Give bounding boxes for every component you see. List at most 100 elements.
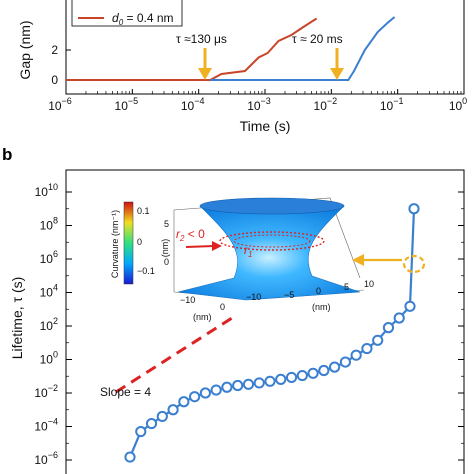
panel-b-ytick-label: 102 <box>40 316 58 333</box>
legend-label-rest: = 0.4 nm <box>123 11 173 25</box>
colorbar-label: Curvature (nm⁻¹) <box>110 210 120 278</box>
inset-x-label: (nm) <box>193 312 212 322</box>
annotation-130us-text: τ ≈130 μs <box>176 32 227 46</box>
panel-b-data-point <box>372 334 384 346</box>
panel-a-xtick-base: 10 <box>449 99 463 113</box>
inset-x-tick-0: 0 <box>220 302 225 312</box>
panel-a-ylabel: Gap (nm) <box>17 20 33 79</box>
inset-x-tick-m10: −10 <box>180 295 195 305</box>
panel-b-data-point <box>232 379 244 392</box>
panel-b-data-point <box>285 371 298 384</box>
panel-a-series-line-1 <box>210 16 396 81</box>
panel-b-ytick-exp: −2 <box>48 383 58 393</box>
panel-b-ytick-exp: 10 <box>48 182 58 192</box>
panel-a-xtick-exp: −1 <box>393 96 403 106</box>
panel-b: b Lifetime, τ (s) 10−610−410−21001021041… <box>2 145 465 474</box>
panel-b-data-point <box>296 369 308 382</box>
inset-surface <box>177 205 361 301</box>
panel-a-xtick-label: 10−6 <box>48 96 72 113</box>
panel-b-ylabel: Lifetime, τ (s) <box>9 277 25 360</box>
panel-a-xtick-exp: −5 <box>128 96 138 106</box>
panel-a-xtick-base: 10 <box>380 99 394 113</box>
inset-top-rim <box>199 197 345 215</box>
panel-b-data-point <box>178 396 190 408</box>
panel-b-ytick-base: 10 <box>40 353 54 367</box>
panel-b-ytick-base: 10 <box>34 453 48 467</box>
panel-a-xtick-exp: −4 <box>194 96 204 106</box>
panel-b-axes-frame <box>65 169 465 474</box>
annotation-r1: r1 <box>244 243 252 259</box>
panel-b-data-point <box>242 378 255 390</box>
panel-b-ytick-label: 10−6 <box>34 450 58 467</box>
panel-b-ytick-exp: 0 <box>53 350 58 360</box>
panel-b-ytick-base: 10 <box>40 252 54 266</box>
panel-a: Gap (nm) Time (s) d0 = 0.4 nm 10−6 10−5 10… <box>17 0 467 134</box>
r2-arrowhead <box>212 241 222 251</box>
panel-b-data-point <box>135 425 147 438</box>
panel-b-series <box>124 203 420 463</box>
panel-b-ytick-exp: 4 <box>53 283 58 293</box>
panel-a-xtick-base: 10 <box>314 99 328 113</box>
panel-b-ytick-label: 108 <box>40 216 58 233</box>
panel-a-xtick-base: 10 <box>48 99 62 113</box>
legend-label: d0 = 0.4 nm <box>112 11 174 27</box>
legend-label-main: d <box>112 11 119 25</box>
panel-b-ytick-label: 10−4 <box>34 417 58 434</box>
panel-a-xtick-label: 10−1 <box>380 96 404 113</box>
panel-b-ytick-base: 10 <box>35 185 49 199</box>
inset-y-tick-m10: −10 <box>246 292 261 302</box>
panel-b-ytick-exp: −6 <box>48 450 58 460</box>
panel-b-ytick-base: 10 <box>34 386 48 400</box>
panel-a-legend: d0 = 0.4 nm <box>71 0 183 27</box>
colorbar-tick-bot: −0.1 <box>137 266 155 276</box>
highlight-ellipse <box>402 254 426 274</box>
annotation-r2-rest: < 0 <box>184 227 205 241</box>
panel-b-data-point <box>361 342 373 355</box>
inset-z-tick-5: 5 <box>164 219 169 229</box>
panel-a-xtick-label: 10−5 <box>115 96 139 113</box>
annotation-130us: τ ≈130 μs <box>176 32 227 80</box>
inset-z-tick-0: 0 <box>164 257 169 267</box>
panel-b-ytick-base: 10 <box>34 420 48 434</box>
panel-b-data-point <box>318 364 330 377</box>
panel-a-xtick-label: 100 <box>449 96 467 113</box>
annotation-20ms-text: τ ≈ 20 ms <box>292 32 343 46</box>
panel-a-lines <box>66 16 396 81</box>
colorbar <box>123 201 134 285</box>
panel-b-data-point <box>156 410 168 423</box>
annotation-r2: r2 < 0 <box>176 227 205 243</box>
panel-b-data-point <box>393 312 405 324</box>
legend-box <box>71 0 183 27</box>
panel-b-ytick-label: 10−2 <box>34 383 58 400</box>
inset-3d-plot: 0.1 0 −0.1 Curvature (nm⁻¹) r2 < 0 r1 (n… <box>110 197 374 322</box>
slope-label: Slope = 4 <box>100 385 151 399</box>
panel-b-data-point <box>264 375 276 387</box>
panel-a-xtick-base: 10 <box>247 99 261 113</box>
inset-y-tick-0: 0 <box>316 286 321 296</box>
panel-b-data-point <box>350 349 362 361</box>
annotation-20ms-arrowhead <box>330 68 344 80</box>
panel-a-xtick-exp: 0 <box>462 96 467 106</box>
panel-a-xtick-label: 10−2 <box>314 96 338 113</box>
inset-y-tick-10: 10 <box>364 279 374 289</box>
colorbar-tick-mid: 0 <box>137 237 142 247</box>
panel-a-xtick-exp: −6 <box>62 96 72 106</box>
panel-b-ytick-exp: 2 <box>53 316 58 326</box>
colorbar-tick-top: 0.1 <box>137 206 150 216</box>
panel-b-ytick-label: 104 <box>40 283 58 300</box>
annotation-r2-main: r <box>176 227 181 241</box>
annotation-20ms: τ ≈ 20 ms <box>292 32 344 80</box>
panel-b-ytick-base: 10 <box>40 286 54 300</box>
inset-y-tick-m5: −5 <box>284 290 294 300</box>
panel-b-data-point <box>339 356 351 368</box>
annotation-r1-sub: 1 <box>248 250 252 259</box>
inset-neck-circle <box>219 231 325 251</box>
panel-a-xtick-base: 10 <box>181 99 195 113</box>
panel-a-series-line-0 <box>66 17 318 81</box>
panel-b-ytick-exp: −4 <box>48 417 58 427</box>
panel-b-ytick-exp: 6 <box>53 249 58 259</box>
panel-b-ytick-label: 100 <box>40 350 58 367</box>
panel-b-data-point <box>307 367 319 379</box>
